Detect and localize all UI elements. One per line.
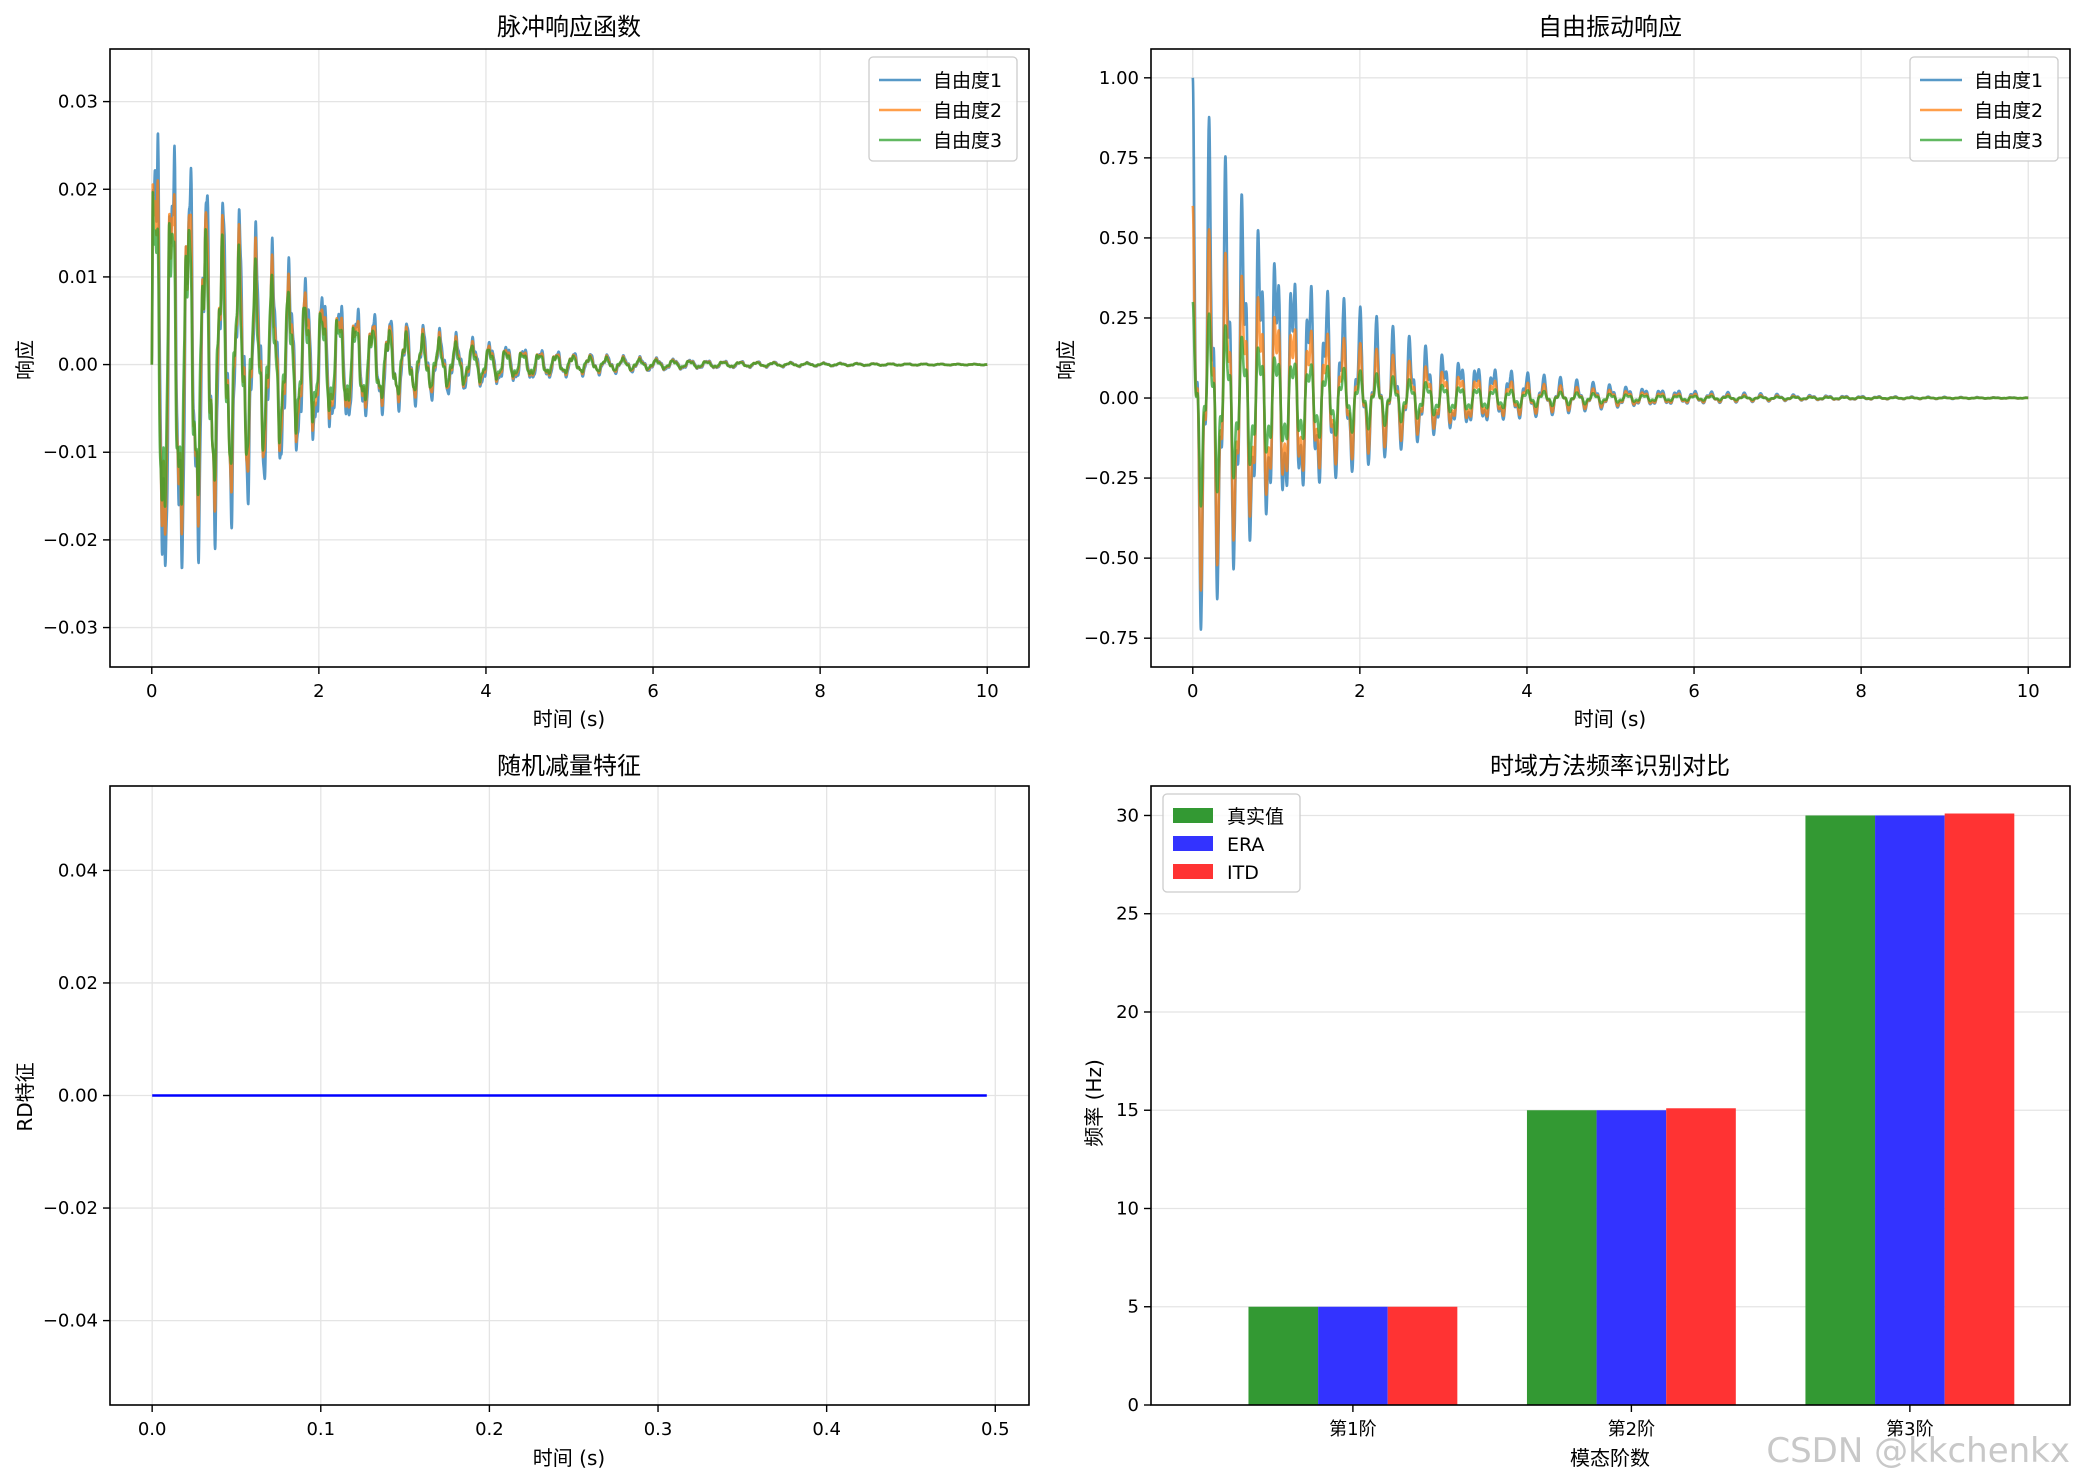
bar-2-3 [1875, 815, 1945, 1405]
legend-label-1: 自由度2 [933, 100, 1002, 122]
impulse-title: 脉冲响应函数 [497, 13, 641, 41]
freq-title: 时域方法频率识别对比 [1490, 752, 1730, 780]
impulse-ylabel: 响应 [13, 340, 37, 380]
legend-label-1: 自由度2 [1974, 100, 2043, 122]
x-tick-label-0: 0 [146, 681, 157, 702]
bar-3-1 [1387, 1306, 1458, 1405]
y-tick-label-0: −0.04 [43, 1311, 98, 1332]
free-ylabel: 响应 [1054, 340, 1078, 380]
axes-frame [1150, 48, 2071, 668]
legend-swatch-1 [1173, 836, 1213, 851]
axes-frame [1150, 785, 2071, 1406]
legend-label-2: 自由度3 [933, 130, 1002, 152]
bar-3-3 [1944, 813, 2015, 1405]
x-tick-label-4: 0.4 [812, 1419, 841, 1440]
x-tick-label-5: 0.5 [981, 1419, 1010, 1440]
y-tick-label-1: −0.02 [43, 1198, 98, 1219]
legend-box [1909, 56, 2059, 162]
bar-1-1 [1248, 1306, 1319, 1405]
y-tick-label-3: 15 [1116, 1100, 1139, 1121]
series-line-1 [1191, 77, 2030, 631]
y-tick-label-0: −0.75 [1084, 628, 1139, 649]
legend-box [868, 56, 1018, 162]
x-tick-label-2: 4 [480, 681, 491, 702]
x-tick-label-5: 10 [2017, 681, 2040, 702]
y-tick-label-6: 0.75 [1099, 148, 1139, 169]
y-tick-label-0: −0.03 [43, 618, 98, 639]
legend-label-0: 自由度1 [1974, 70, 2043, 92]
bar-2-1 [1318, 1306, 1388, 1405]
y-tick-label-4: 0.04 [58, 860, 98, 881]
y-tick-label-4: 0.01 [58, 267, 98, 288]
x-tick-label-3: 0.3 [644, 1419, 673, 1440]
x-tick-label-3: 6 [647, 681, 658, 702]
x-tick-label-5: 10 [976, 681, 999, 702]
legend-label-2: ITD [1227, 862, 1259, 884]
x-tick-label-1: 2 [313, 681, 324, 702]
y-tick-label-1: −0.50 [1084, 548, 1139, 569]
frequency-comparison-panel: 时域方法频率识别对比 模态阶数 频率 (Hz) 第1阶 第2阶 第3阶 0 5 10 15 2… [1082, 752, 2071, 1470]
y-tick-label-2: −0.01 [43, 442, 98, 463]
y-tick-label-6: 0.03 [58, 92, 98, 113]
series-line-3 [150, 191, 989, 508]
rd-xlabel: 时间 (s) [533, 1446, 605, 1470]
series-line-3 [1191, 301, 2030, 508]
bar-3-2 [1666, 1108, 1736, 1405]
impulse-response-panel: 脉冲响应函数 时间 (s) 响应 0 2 4 6 8 10 −0.03 −0.02 −0.01 0… [13, 13, 1030, 731]
x-tick-label-0: 第1阶 [1329, 1419, 1376, 1440]
legend-label-1: ERA [1227, 834, 1264, 856]
y-tick-label-3: 0.00 [58, 355, 98, 376]
x-tick-label-0: 0 [1187, 681, 1198, 702]
x-tick-label-2: 4 [1521, 681, 1532, 702]
freq-ylabel: 频率 (Hz) [1082, 1059, 1106, 1147]
y-tick-label-7: 1.00 [1099, 68, 1139, 89]
y-tick-label-1: −0.02 [43, 530, 98, 551]
rd-ylabel: RD特征 [13, 1062, 37, 1131]
y-tick-label-5: 0.50 [1099, 228, 1139, 249]
bar-1-3 [1805, 815, 1876, 1405]
free-xlabel: 时间 (s) [1574, 707, 1646, 731]
y-tick-label-3: 0.02 [58, 973, 98, 994]
bar-1-2 [1526, 1110, 1597, 1405]
axes-frame [109, 48, 1030, 668]
legend-label-2: 自由度3 [1974, 130, 2043, 152]
legend-swatch-0 [1173, 808, 1213, 823]
watermark: CSDN @kkchenkx [1766, 1431, 2070, 1471]
x-tick-label-1: 2 [1354, 681, 1365, 702]
x-tick-label-1: 第2阶 [1608, 1419, 1655, 1440]
x-tick-label-3: 6 [1688, 681, 1699, 702]
x-tick-label-2: 0.2 [475, 1419, 504, 1440]
y-tick-label-4: 0.25 [1099, 308, 1139, 329]
x-tick-label-4: 8 [1855, 681, 1866, 702]
x-tick-label-4: 8 [814, 681, 825, 702]
bar-2-2 [1596, 1110, 1667, 1405]
y-tick-label-1: 5 [1128, 1297, 1139, 1318]
legend-swatch-2 [1173, 864, 1213, 879]
rd-title: 随机减量特征 [497, 752, 641, 780]
random-decrement-panel: 随机减量特征 时间 (s) RD特征 0.0 0.1 0.2 0.3 0.4 0.5 −0.… [13, 752, 1030, 1470]
y-tick-label-2: 10 [1116, 1198, 1139, 1219]
impulse-xlabel: 时间 (s) [533, 707, 605, 731]
y-tick-label-4: 20 [1116, 1002, 1139, 1023]
legend-label-0: 自由度1 [933, 70, 1002, 92]
legend-label-0: 真实值 [1227, 806, 1284, 828]
freq-xlabel: 模态阶数 [1570, 1446, 1650, 1470]
x-tick-label-1: 0.1 [306, 1419, 335, 1440]
x-tick-label-0: 0.0 [138, 1419, 167, 1440]
y-tick-label-3: 0.00 [1099, 388, 1139, 409]
y-tick-label-5: 25 [1116, 904, 1139, 925]
free-title: 自由振动响应 [1538, 13, 1682, 41]
y-tick-label-5: 0.02 [58, 179, 98, 200]
free-vibration-panel: 自由振动响应 时间 (s) 响应 0 2 4 6 8 10 −0.75 −0.50 −0.25 0… [1054, 13, 2071, 731]
x-tick-label-2: 第3阶 [1886, 1419, 1933, 1440]
y-tick-label-0: 0 [1128, 1395, 1139, 1416]
y-tick-label-2: 0.00 [58, 1086, 98, 1107]
y-tick-label-2: −0.25 [1084, 468, 1139, 489]
y-tick-label-6: 30 [1116, 805, 1139, 826]
